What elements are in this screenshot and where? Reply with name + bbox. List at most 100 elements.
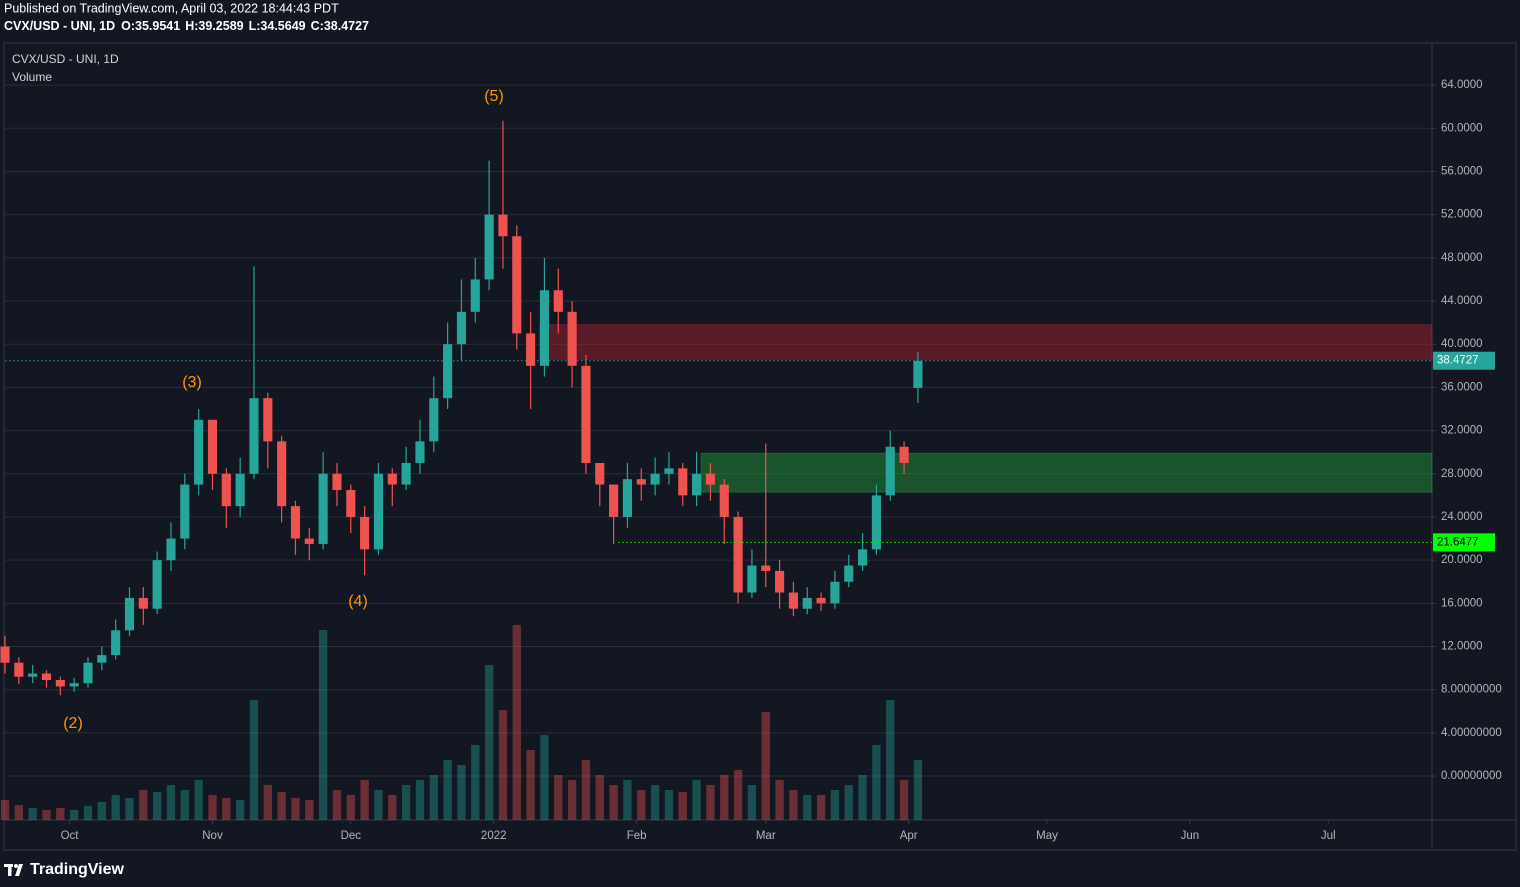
volume-bar [360,780,369,820]
candle-body [124,597,135,631]
volume-bar [471,745,480,820]
legend-symbol: CVX/USD - UNI, 1D [12,52,119,66]
candle-body [913,360,923,388]
published-note: Published on TradingView.com, April 03, … [4,1,339,15]
volume-bar [816,795,826,820]
candle-body [692,473,702,496]
candle-body [41,673,52,680]
candle-body [719,484,729,517]
volume-bar [623,780,632,820]
volume-bar [194,780,203,820]
price-level-box [1433,351,1495,370]
x-tick-label: May [1036,830,1058,842]
candle-body [761,565,771,571]
candle-body [747,565,757,593]
volume-bar [803,795,812,820]
candle-body [373,473,384,550]
volume-bar [706,785,715,820]
y-tick-label: 4.00000000 [1441,727,1502,739]
candle-body [28,673,38,677]
x-tick-label: Oct [61,830,80,842]
candle-body [899,446,909,463]
volume-bar [166,785,176,820]
volume-bar [678,792,687,820]
ohlc-value: 38.4727 [324,19,369,33]
candle-body [69,683,79,687]
volume-bar [83,806,93,820]
candle-body [318,473,328,544]
volume-bar [830,790,840,820]
price-level-label: 21.6477 [1437,536,1479,548]
x-tick-label: Jun [1181,830,1200,842]
candle-body [249,398,259,474]
candle-body [844,565,854,582]
y-tick-label: 52.0000 [1441,209,1483,221]
volume-bar [484,665,494,820]
volume-bar [401,785,411,820]
volume-bar [526,750,535,820]
symbol-header: CVX/USD - UNI, 1D O:35.9541 H:39.2589 L:34.… [4,19,369,33]
candle-body [304,538,314,544]
volume-bar [554,775,563,820]
candle-body [595,462,605,485]
candle-body [166,538,176,561]
volume-bar [761,712,770,820]
candle-body [636,479,646,485]
candle-body [622,479,633,517]
volume-bar [332,790,342,820]
legend-volume: Volume [12,70,52,84]
volume-bar [637,790,646,820]
volume-bar [139,790,148,820]
ohlc-value: 39.2589 [198,19,243,33]
volume-bar [858,775,867,820]
candle-body [152,560,162,609]
candle-body [498,214,508,237]
volume-bar [70,810,79,820]
logo-part [15,864,23,876]
candle-body [664,468,674,474]
volume-bar [305,800,314,820]
x-tick-label: Mar [756,830,776,842]
candle-body [263,398,273,442]
candle-body [733,516,743,593]
wave-label: (2) [63,715,83,732]
volume-bar [249,700,259,820]
volume-bar [581,760,591,820]
ohlc-label: L: [249,19,261,33]
candle-body [443,344,453,399]
wave-label: (5) [484,88,504,105]
y-tick-label: 44.0000 [1441,295,1483,307]
logo-part [8,864,12,876]
candle-body [858,549,868,566]
volume-bar [28,808,37,820]
volume-bar [692,780,701,820]
y-tick-label: 20.0000 [1441,554,1483,566]
volume-bar [512,625,521,820]
candle-body [581,365,591,463]
volume-bar [540,735,549,820]
volume-bar [872,745,881,820]
logo-part [14,864,18,868]
candle-body [194,419,204,485]
candle-body [484,214,494,280]
candle-body [567,311,577,366]
x-tick-label: Feb [627,830,647,842]
candle-body [207,419,218,474]
y-tick-label: 32.0000 [1441,425,1483,437]
candle-body [415,441,425,463]
x-tick-label: Dec [341,830,362,842]
candle-body [111,630,121,656]
y-tick-label: 36.0000 [1441,381,1483,393]
volume-bar [208,795,217,820]
frame [3,42,1517,851]
volume-bar [277,792,286,820]
candle-body [277,441,287,507]
volume-bar [498,710,508,820]
ohlc-value: 35.9541 [135,19,180,33]
y-tick-label: 60.0000 [1441,122,1483,134]
volume-bar [222,798,231,820]
brand: TradingView [30,861,125,878]
volume-bar [374,790,383,820]
candle-body [678,468,688,496]
volume-bar [844,785,853,820]
